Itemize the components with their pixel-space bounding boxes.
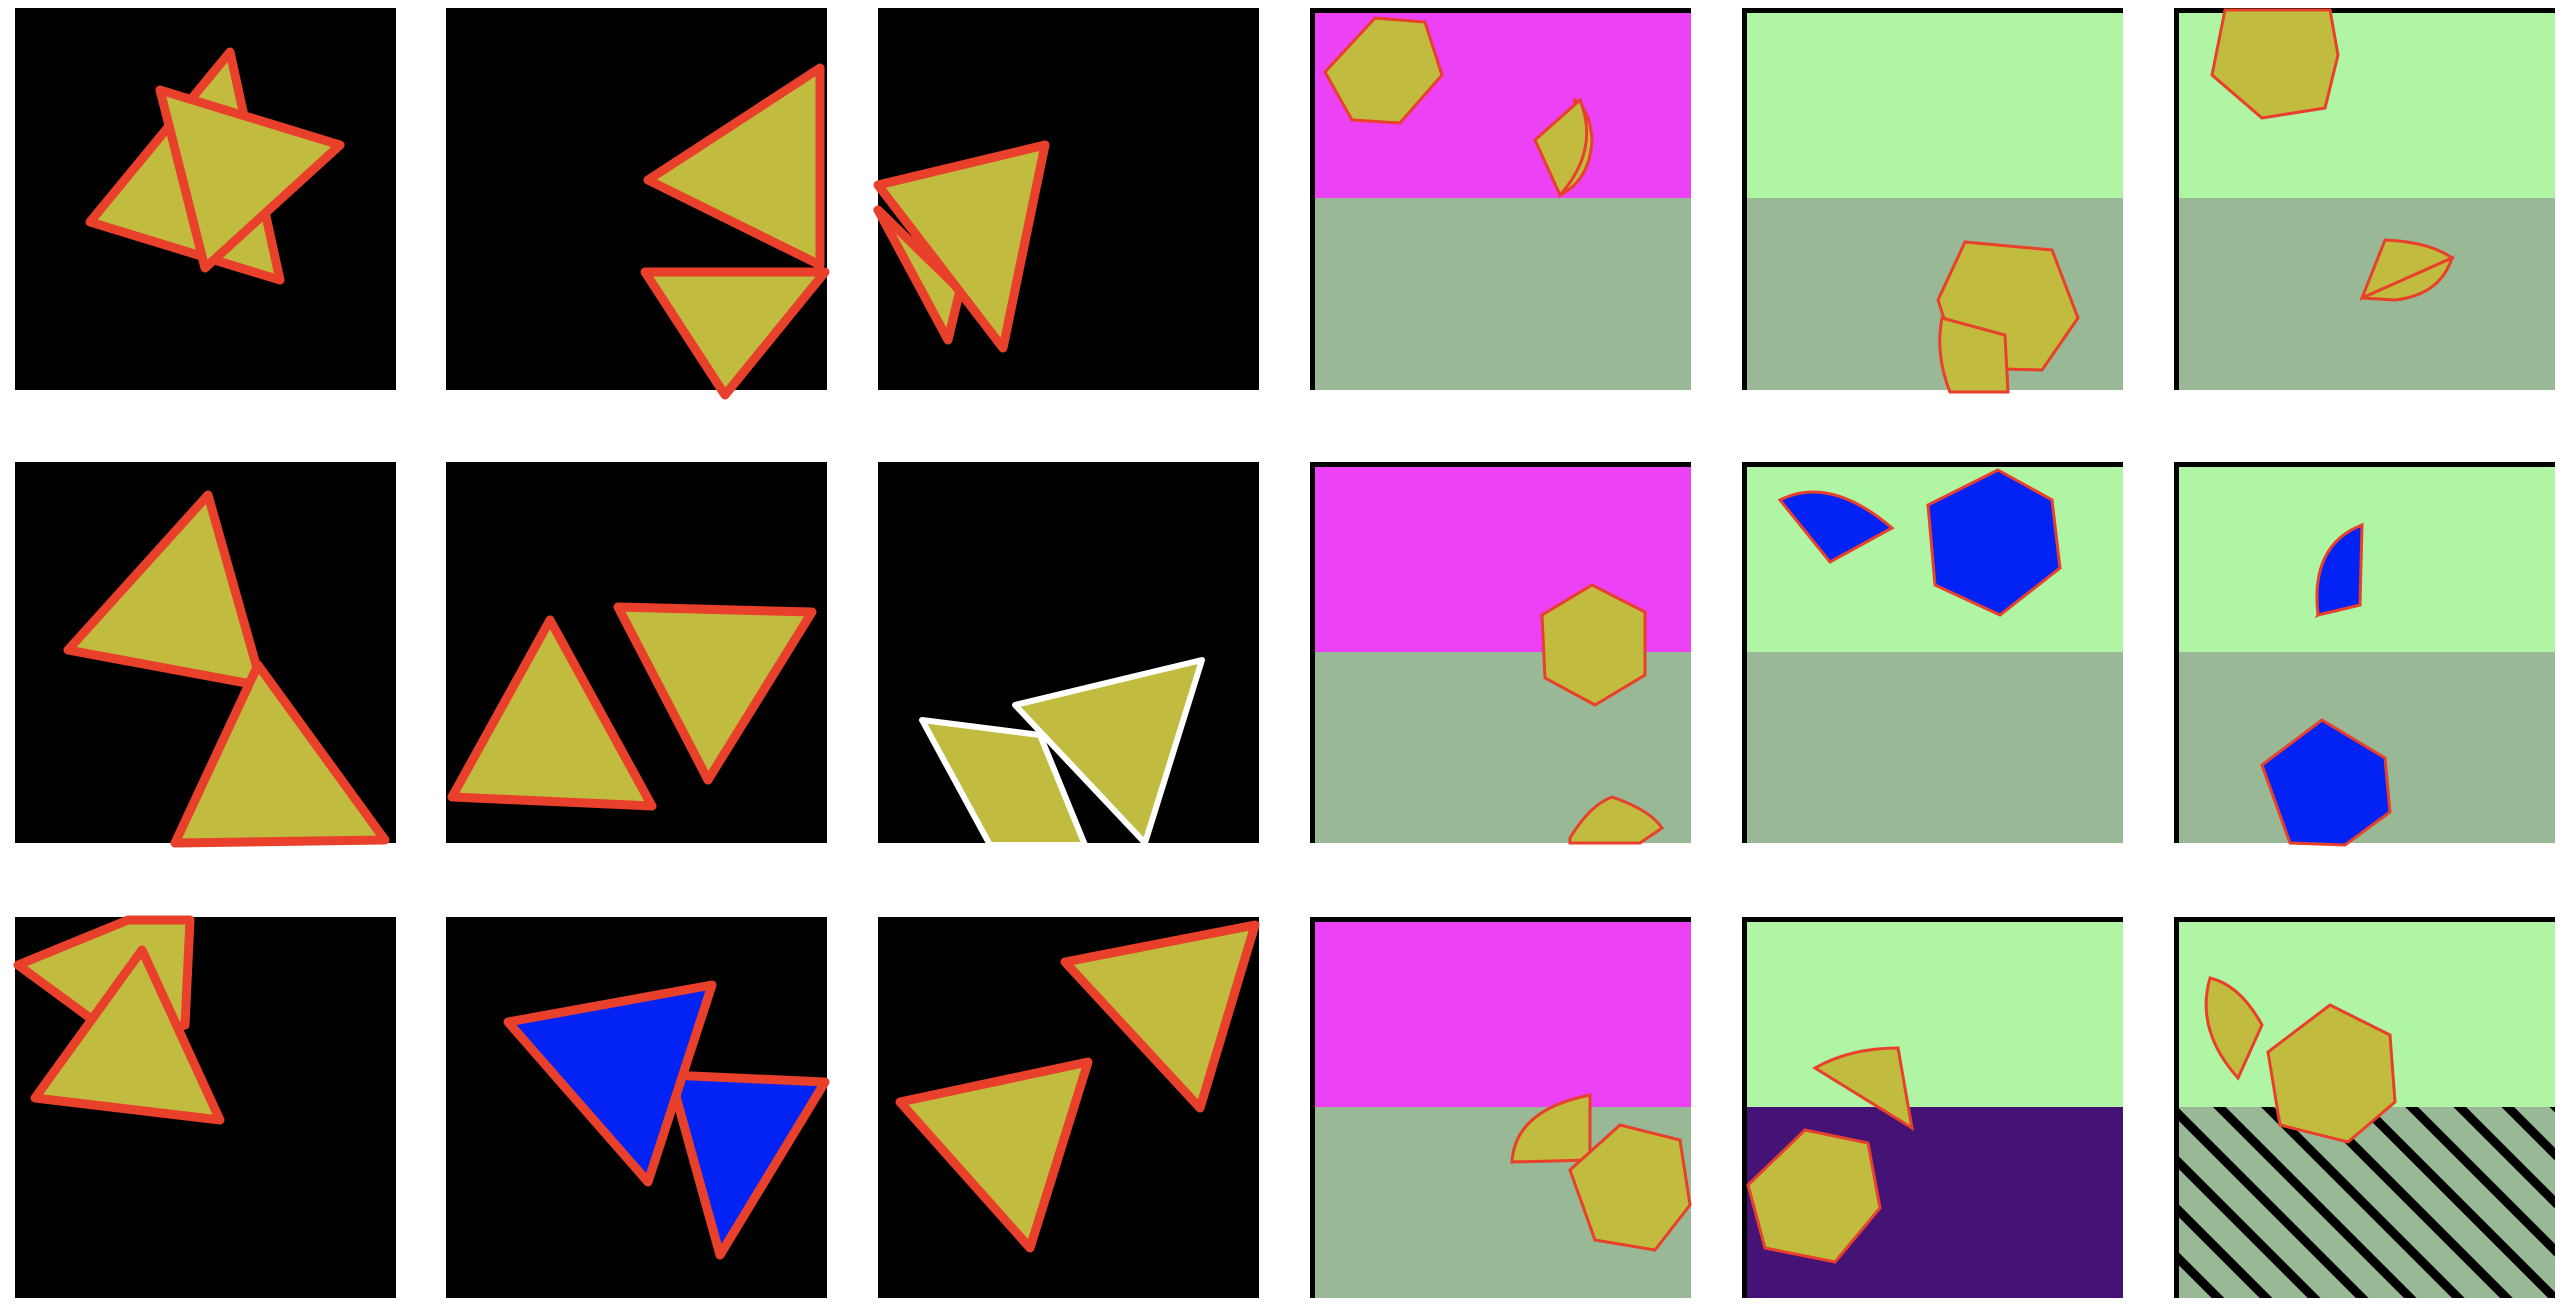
triangle-shape	[873, 205, 965, 345]
panel-r3c6	[2174, 917, 2555, 1298]
panel-background	[878, 462, 1259, 843]
panel-background-top	[2174, 462, 2555, 652]
panel-background-top	[1742, 8, 2123, 198]
triangle-shape	[613, 602, 817, 785]
sector-shape	[2204, 976, 2264, 1081]
panel-background-top	[1310, 917, 1691, 1107]
panel-border-top	[2174, 917, 2555, 922]
panel-r1c3	[873, 8, 1259, 390]
panel-border-left	[1310, 917, 1315, 1298]
panel-background-top	[1742, 917, 2123, 1107]
hexagon-shape	[1926, 468, 2062, 617]
panel-r1c6	[2174, 8, 2555, 390]
sector-shape	[2315, 522, 2364, 617]
sector-shape	[1812, 1046, 1915, 1132]
hexagon-shape	[2210, 8, 2340, 120]
sector-shape	[1568, 795, 1665, 845]
panel-border-left	[1742, 462, 1747, 843]
triangle-shape	[643, 63, 825, 270]
triangle-shape	[1060, 920, 1260, 1113]
triangle-shape	[30, 945, 225, 1125]
panel-border-top	[2174, 462, 2555, 467]
triangle-shape	[873, 140, 1050, 353]
panel-border-top	[2174, 8, 2555, 13]
panel-r3c4	[1310, 917, 1692, 1298]
panel-border-left	[2174, 462, 2179, 843]
sector-shape	[2361, 255, 2455, 302]
sector-shape	[1533, 97, 1589, 198]
triangle-shape	[895, 1057, 1093, 1253]
panel-r1c4	[1310, 8, 1691, 390]
panel-border-left	[1310, 8, 1315, 390]
panel-r2c5	[1742, 462, 2123, 843]
sector-shape	[1938, 316, 2010, 394]
hexagon-shape	[2266, 1003, 2397, 1144]
panel-r3c1	[13, 915, 396, 1298]
panel-r3c2	[446, 917, 830, 1298]
panel-border-left	[1742, 8, 1747, 390]
panel-border-top	[1742, 8, 2123, 13]
triangle-shape	[170, 660, 390, 848]
panel-r2c2	[446, 462, 827, 843]
triangle-shape	[919, 717, 1088, 848]
panel-border-top	[1742, 462, 2123, 467]
panel-r1c5	[1742, 8, 2123, 394]
panel-background-bottom	[1742, 652, 2123, 843]
panel-background-bottom	[1310, 198, 1691, 390]
panel-r2c6	[2174, 462, 2555, 847]
panel-border-top	[1310, 8, 1691, 13]
panel-r1c1	[15, 8, 396, 390]
triangle-shape	[640, 267, 830, 400]
triangle-shape	[665, 1070, 830, 1260]
panel-border-left	[2174, 8, 2179, 390]
panel-r3c3	[878, 917, 1260, 1298]
panel-border-top	[1742, 917, 2123, 922]
sector-shape	[1510, 1093, 1592, 1164]
triangle-shape	[63, 490, 267, 691]
panel-border-top	[1310, 917, 1691, 922]
hexagon-shape	[1540, 583, 1647, 707]
panel-r1c2	[446, 8, 830, 400]
hexagon-shape	[2260, 718, 2392, 847]
hexagon-shape	[1746, 1128, 1882, 1264]
panel-r3c5	[1742, 917, 2123, 1298]
panel-background-striped	[2174, 1107, 2555, 1298]
triangle-shape	[447, 615, 657, 811]
sector-shape	[1777, 490, 1895, 564]
triangle-shape	[1012, 657, 1205, 846]
panel-r2c3	[878, 462, 1259, 848]
panel-r2c4	[1310, 462, 1691, 845]
panel-border-left	[1310, 462, 1315, 843]
panel-r2c1	[15, 462, 396, 848]
panel-border-left	[2174, 917, 2179, 1298]
triangle-shape	[503, 980, 717, 1187]
panel-border-left	[1742, 917, 1747, 1298]
triangle-shape	[155, 85, 345, 273]
hexagon-shape	[1323, 16, 1444, 125]
panel-border-top	[1310, 462, 1691, 467]
hexagon-shape	[1568, 1123, 1692, 1252]
